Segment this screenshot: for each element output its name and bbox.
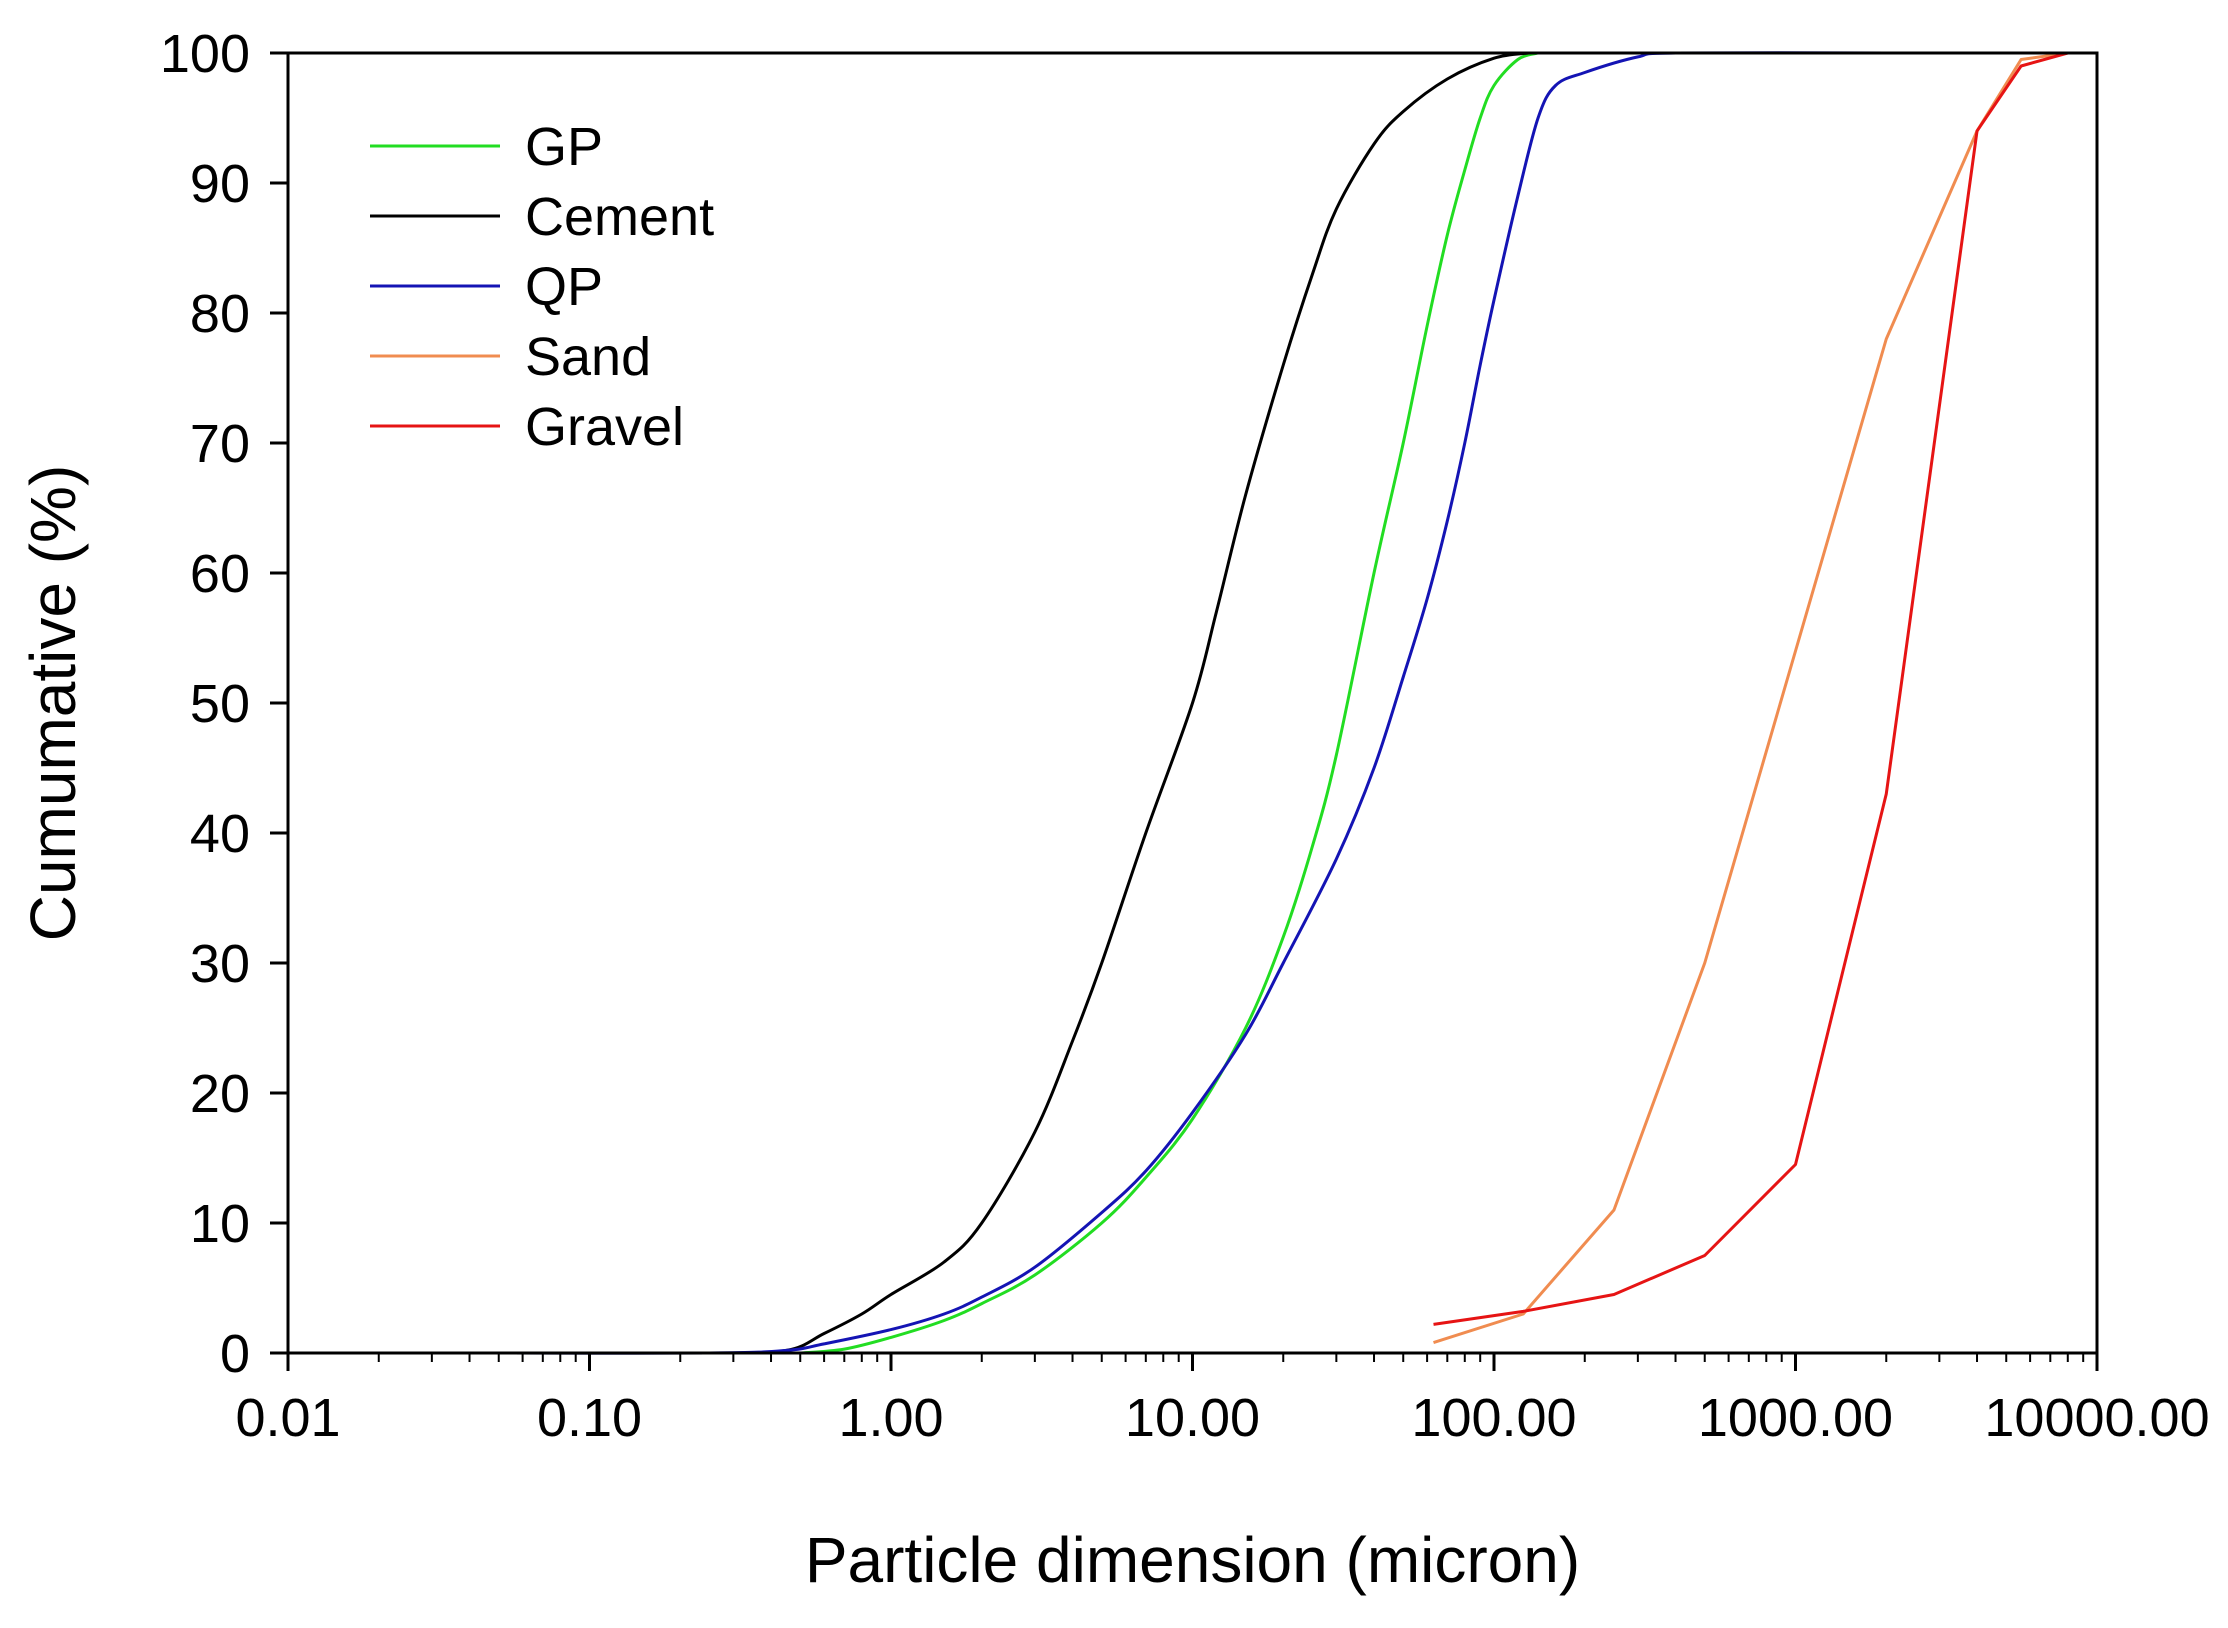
legend-label-gravel: Gravel bbox=[525, 397, 684, 457]
series-line-cement bbox=[469, 51, 1529, 1355]
y-tick-label: 60 bbox=[190, 544, 250, 604]
x-axis-title: Particle dimension (micron) bbox=[805, 1524, 1580, 1596]
legend-label-cement: Cement bbox=[525, 187, 714, 247]
y-tick-label: 40 bbox=[190, 804, 250, 864]
y-tick-label: 100 bbox=[160, 24, 250, 84]
series-layer bbox=[469, 51, 2097, 1355]
y-tick-label: 80 bbox=[190, 284, 250, 344]
y-tick-label: 10 bbox=[190, 1194, 250, 1254]
x-tick-label: 1.00 bbox=[838, 1388, 943, 1448]
y-axis-title: Cumumative (%) bbox=[17, 465, 89, 942]
y-tick-label: 90 bbox=[190, 154, 250, 214]
y-tick-label: 0 bbox=[220, 1324, 250, 1384]
series-line-sand bbox=[1433, 51, 2068, 1345]
legend-label-qp: QP bbox=[525, 257, 603, 317]
legend: GP Cement QP Sand Gravel bbox=[370, 117, 714, 457]
legend-label-sand: Sand bbox=[525, 327, 651, 387]
x-tick-label: 10.00 bbox=[1125, 1388, 1260, 1448]
x-tick-label: 0.01 bbox=[235, 1388, 340, 1448]
series-line-gravel bbox=[1433, 51, 2097, 1326]
y-axis-tick-labels: 0 10 20 30 40 50 60 70 80 90 100 bbox=[160, 24, 250, 1384]
x-tick-label: 10000.00 bbox=[1984, 1388, 2209, 1448]
y-axis-ticks bbox=[270, 51, 288, 1355]
series-line-gp bbox=[800, 51, 1539, 1355]
y-tick-label: 30 bbox=[190, 934, 250, 994]
x-tick-label: 1000.00 bbox=[1698, 1388, 1893, 1448]
y-tick-label: 50 bbox=[190, 674, 250, 734]
x-axis-ticks bbox=[286, 1353, 2099, 1371]
x-tick-label: 0.10 bbox=[537, 1388, 642, 1448]
y-tick-label: 20 bbox=[190, 1064, 250, 1124]
x-axis-tick-labels: 0.01 0.10 1.00 10.00 100.00 1000.00 10000.00 bbox=[235, 1388, 2209, 1448]
legend-label-gp: GP bbox=[525, 117, 603, 177]
y-tick-label: 70 bbox=[190, 414, 250, 474]
x-tick-label: 100.00 bbox=[1411, 1388, 1576, 1448]
series-line-qp bbox=[469, 51, 1887, 1355]
